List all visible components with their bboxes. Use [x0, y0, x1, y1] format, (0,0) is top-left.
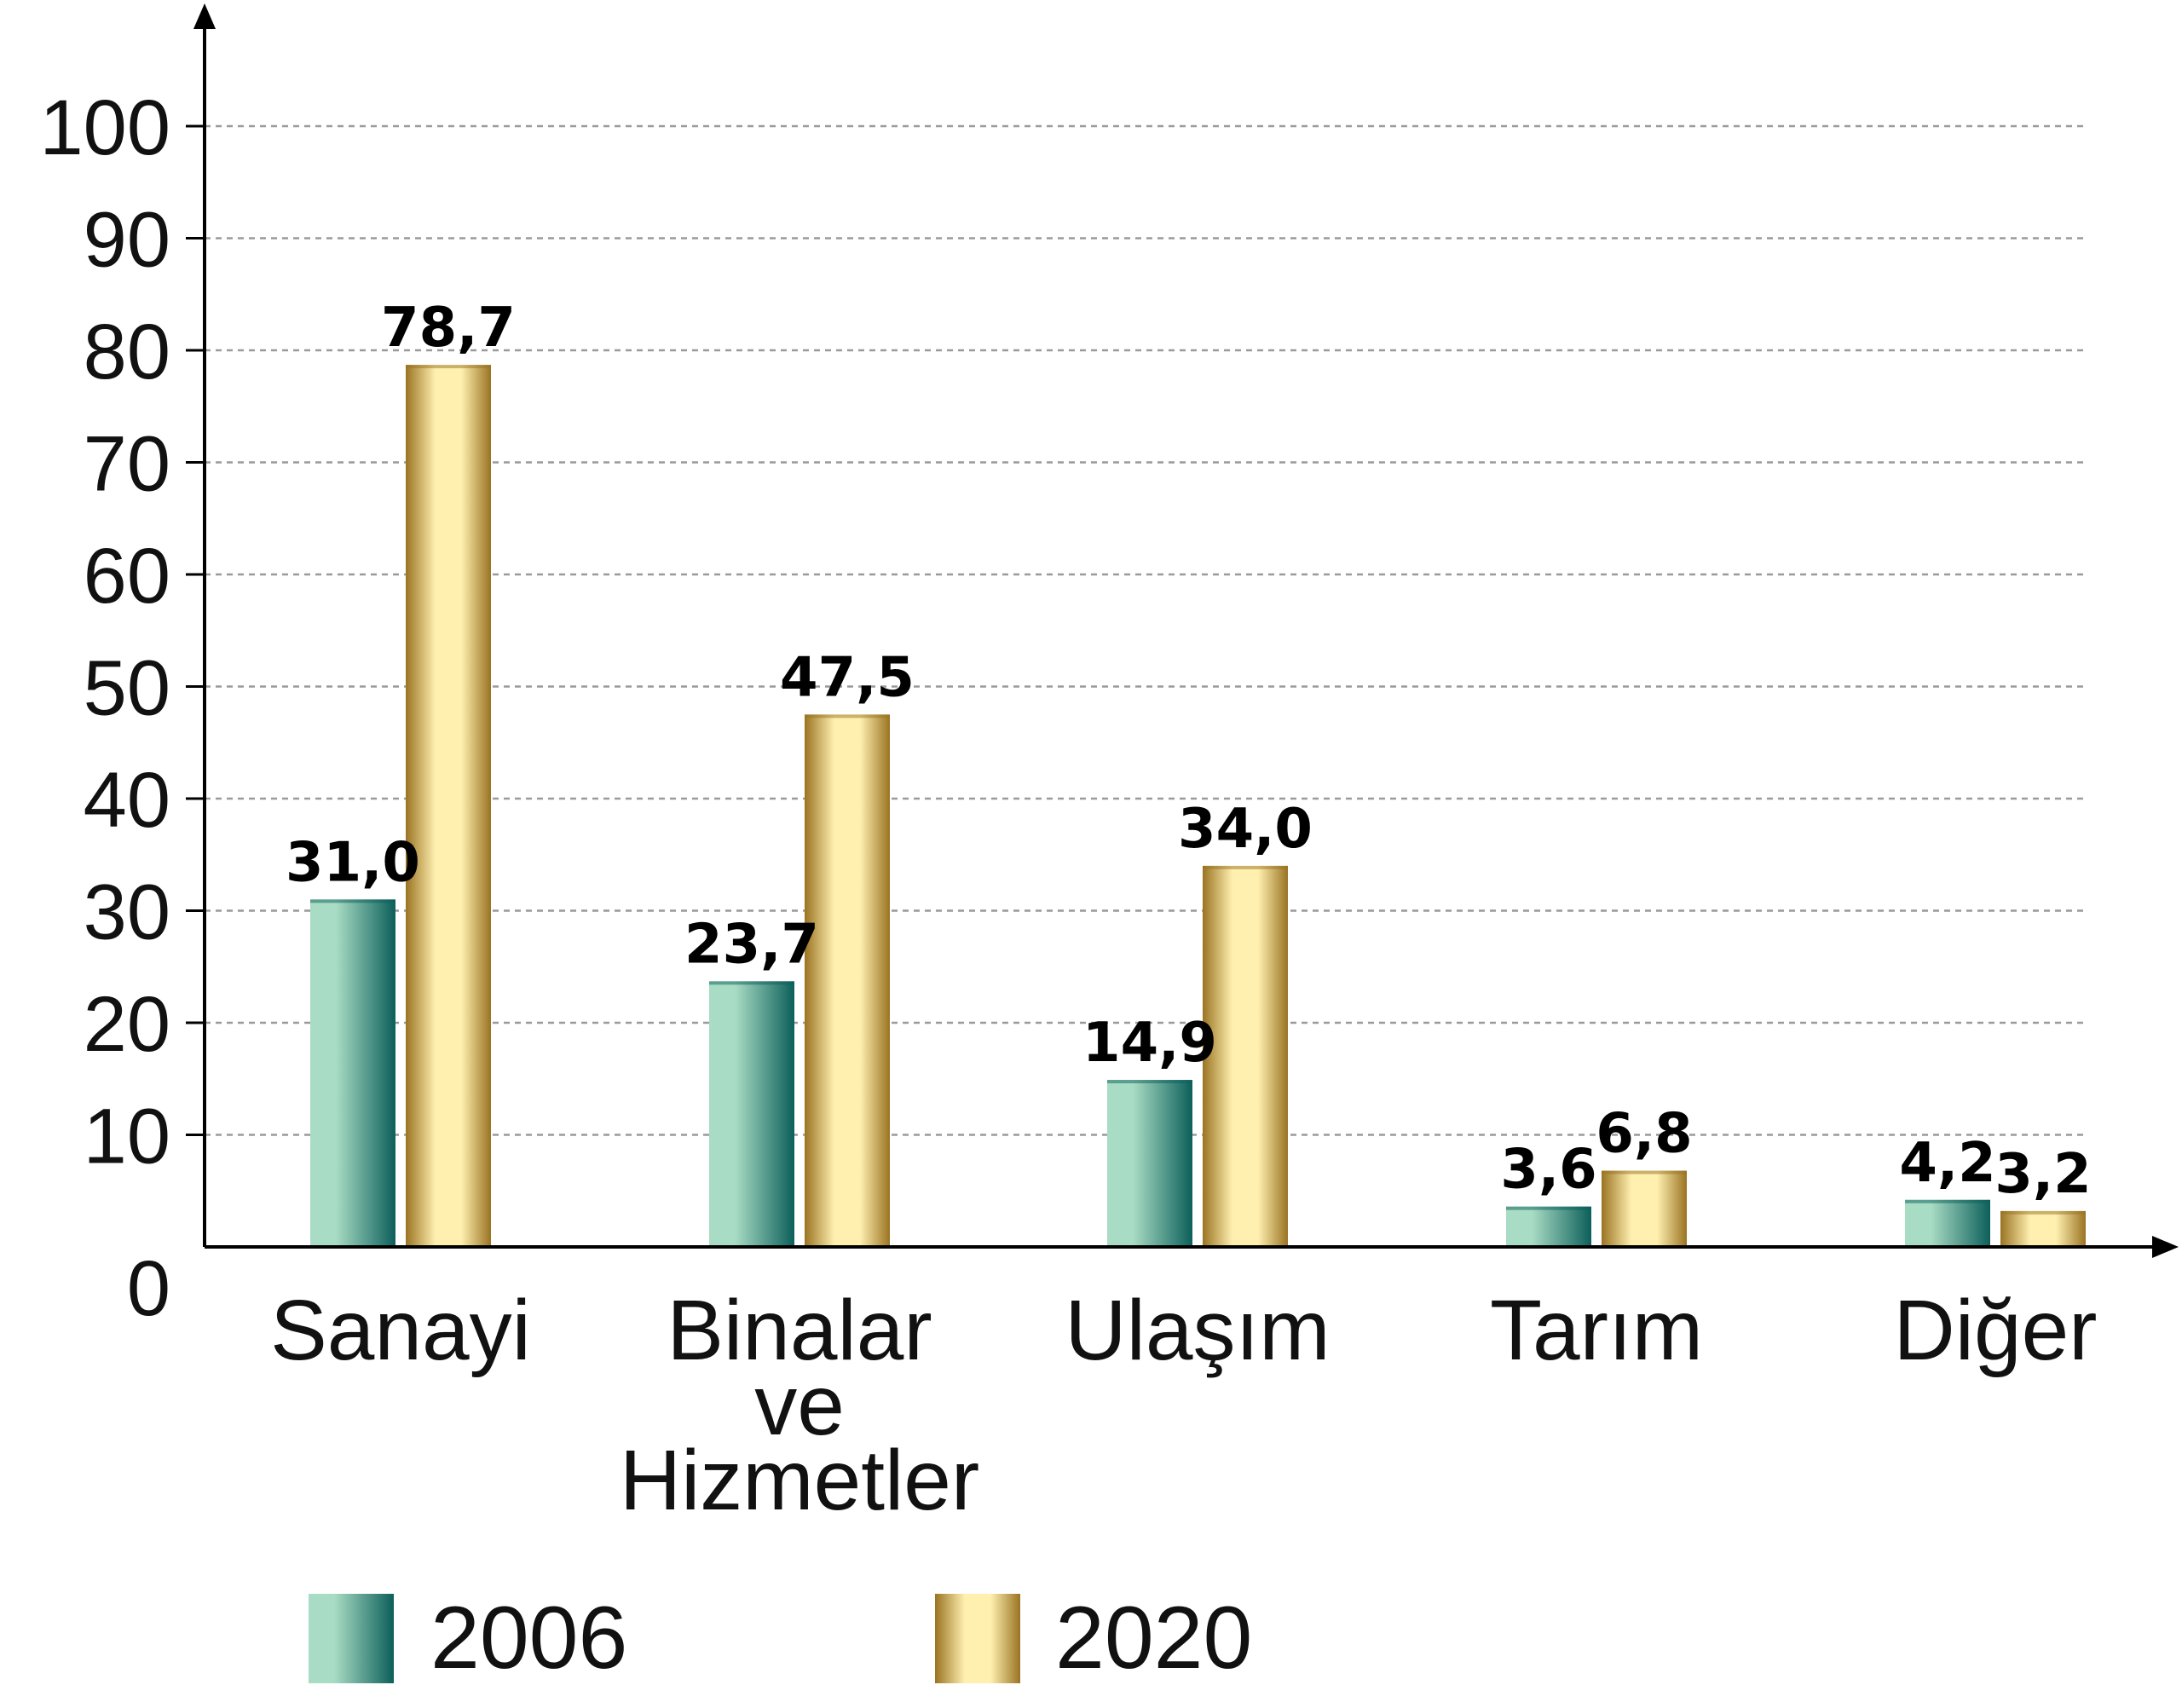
category-label: Hizmetler — [620, 1433, 979, 1528]
bar-top-edge — [1602, 1170, 1687, 1174]
value-label: 4,2 — [1899, 1132, 1995, 1195]
y-tick-label: 100 — [40, 84, 171, 171]
category-label: Binalar — [667, 1283, 932, 1378]
category-label: ve — [754, 1358, 845, 1453]
legend-label-2020: 2020 — [1055, 1589, 1252, 1688]
bar-top-edge — [805, 714, 890, 718]
value-label: 3,6 — [1500, 1139, 1596, 1202]
x-axis-arrow — [2152, 1236, 2179, 1258]
legend: 2006 2020 — [309, 1589, 1252, 1688]
bar-top-edge — [709, 981, 794, 985]
y-tick-label: 50 — [84, 645, 170, 732]
bar-top-edge — [1107, 1080, 1192, 1084]
value-label: 6,8 — [1596, 1103, 1692, 1166]
bar-top-edge — [1905, 1199, 1990, 1203]
y-tick-label: 10 — [84, 1093, 170, 1180]
bars — [310, 365, 2086, 1248]
y-tick-label: 30 — [84, 869, 170, 956]
bar-2020-5 — [2000, 1210, 2086, 1247]
bar-top-edge — [2000, 1210, 2086, 1215]
value-label: 14,9 — [1082, 1012, 1217, 1075]
y-tick-label: 90 — [84, 197, 170, 284]
bar-top-edge — [310, 899, 395, 903]
bar-2006-4 — [1506, 1206, 1591, 1247]
bar-2006-5 — [1905, 1199, 1990, 1247]
legend-label-2006: 2006 — [430, 1589, 627, 1688]
bar-2020-1 — [406, 365, 491, 1248]
value-label: 31,0 — [286, 831, 420, 894]
bar-2020-3 — [1203, 865, 1288, 1247]
value-label: 47,5 — [780, 646, 915, 709]
value-label: 78,7 — [381, 297, 516, 360]
y-axis-arrow — [193, 3, 216, 29]
bar-2006-2 — [709, 981, 794, 1247]
axes — [193, 3, 2179, 1258]
value-label: 3,2 — [1994, 1143, 2091, 1206]
legend-swatch-2006 — [309, 1594, 394, 1683]
y-tick-label: 80 — [84, 309, 170, 395]
bar-2006-1 — [310, 899, 395, 1247]
bar-top-edge — [1203, 865, 1288, 869]
legend-swatch-2020 — [935, 1594, 1020, 1683]
category-label: Tarım — [1490, 1283, 1703, 1378]
bar-2020-2 — [805, 714, 890, 1247]
value-label: 23,7 — [684, 913, 819, 976]
y-axis-ticks: 0 10 20 30 40 50 60 70 80 90 100 — [40, 84, 205, 1332]
y-tick-label: 20 — [84, 981, 170, 1068]
grid-lines — [205, 124, 2084, 1136]
y-tick-label: 0 — [127, 1245, 170, 1332]
category-label: Ulaşım — [1065, 1283, 1330, 1378]
bar-top-edge — [406, 365, 491, 369]
value-labels: 31,0 78,7 23,7 47,5 14,9 34,0 3,66,8 4,23,2 — [286, 297, 2092, 1206]
y-tick-label: 60 — [84, 533, 170, 620]
bar-top-edge — [1506, 1206, 1591, 1210]
value-label: 34,0 — [1178, 798, 1313, 861]
y-tick-label: 70 — [84, 421, 170, 508]
y-tick-label: 40 — [84, 757, 170, 844]
category-label: Diğer — [1894, 1283, 2098, 1378]
bar-2020-4 — [1602, 1170, 1687, 1247]
bar-2006-3 — [1107, 1080, 1192, 1247]
category-label: Sanayi — [270, 1283, 531, 1378]
